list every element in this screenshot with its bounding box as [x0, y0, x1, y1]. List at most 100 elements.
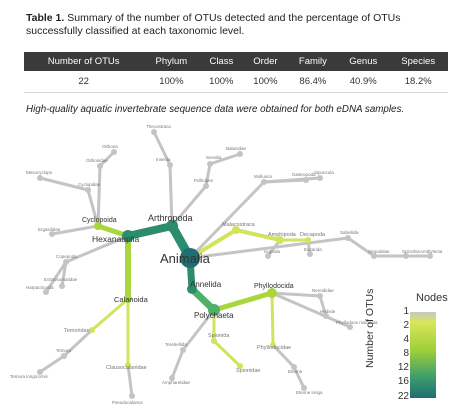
tree-node-spionidae: [237, 363, 243, 369]
legend-tick-label: 1: [403, 306, 409, 317]
tree-edge: [124, 222, 176, 240]
tree-label-spionida: Spionida: [208, 333, 230, 339]
tree-node-serpulidae: [371, 253, 377, 259]
tree-label-hediste: Hediste: [320, 309, 336, 314]
legend-axis-title: Number of OTUs: [364, 288, 376, 368]
tree-node-polychaeta: [208, 304, 220, 316]
tree-node-spirorbis: [403, 253, 409, 259]
tree-edge: [60, 260, 68, 288]
tree-node-copepoda: [63, 259, 69, 265]
tree-edge: [188, 180, 266, 260]
tree-label-temoralongicornis: Temora longicornis: [10, 374, 49, 379]
header-cell: Genus: [349, 56, 378, 67]
tree-node-hediste: [323, 313, 329, 319]
tree-label-ectinosomatidae: Ectinosomatidae: [44, 277, 78, 282]
tree-labels: Arthropoda Hexanauplia Cyclopoida Calanoida…: [10, 124, 443, 405]
tree-label-spionidae: Spionidae: [236, 368, 260, 374]
tree-edge: [188, 236, 350, 260]
tree-label-malacostraca: Malacostraca: [222, 222, 256, 228]
tree-label-isopoda: Isopoda: [264, 249, 281, 254]
tree-label-amblytecta: Amblytecta: [420, 249, 443, 254]
tree-edge: [271, 343, 296, 369]
tree-label-thecostraca: Thecostraca: [146, 124, 171, 129]
table-cell: 18.2%: [388, 71, 448, 93]
tree-node-malacostraca: [232, 226, 240, 234]
tree-edge: [50, 224, 100, 236]
table-caption: Table 1. Summary of the number of OTUs d…: [26, 12, 456, 38]
tree-node-ectinosomatidae: [59, 283, 65, 289]
table-cell: 86.4%: [287, 71, 339, 93]
tree-node-insecta: [167, 162, 173, 168]
tree-label-eteonelonga: Eteone longa: [296, 390, 323, 395]
tree-node-temoralongicornis: [37, 369, 43, 375]
header-cell: Species: [401, 56, 436, 67]
tree-edge: [262, 176, 322, 184]
tree-label-ampharetidae: Ampharetidae: [162, 380, 191, 385]
tree-edge: [96, 164, 102, 228]
caption-label: Table 1.: [26, 12, 65, 24]
tree-node-hexanauplia: [122, 230, 134, 242]
header-cell: Order: [253, 56, 278, 67]
tree-edge: [346, 236, 376, 258]
tree-node-temora: [61, 353, 67, 359]
tree-root-label: Animalia: [160, 251, 211, 266]
tree-node-thecostraca: [151, 129, 157, 135]
tree-node-eteone: [291, 364, 297, 370]
tree-label-sipuncula: Sipuncula: [314, 170, 334, 175]
tree-node-ergasilidae: [49, 231, 55, 237]
legend-tick-label: 4: [403, 334, 409, 345]
tree-edge: [44, 260, 68, 294]
tree-edge: [212, 339, 242, 368]
tree-label-ergasilidae: Ergasilidae: [38, 227, 61, 232]
tree-nodes: [37, 129, 433, 399]
tree-label-calanoida: Calanoida: [114, 295, 149, 304]
tree-label-oithona: Oithona: [102, 144, 118, 149]
tree-label-eucarida: Eucarida: [304, 247, 322, 252]
legend-tick-label: 8: [403, 348, 409, 359]
tree-label-phyllodocidae: Phyllodocidae: [257, 345, 291, 351]
tree-edge: [181, 308, 216, 352]
tree-label-terebellida: Terebellida: [165, 342, 187, 347]
tree-node-eteonelonga: [301, 385, 307, 391]
tree-label-oithonidae: Oithonidae: [86, 158, 108, 163]
legend-title: Nodes: [416, 292, 448, 304]
tree-node-isopoda: [265, 253, 271, 259]
tree-edge: [152, 130, 172, 167]
table-cell: 40.9%: [338, 71, 389, 93]
tree-label-phyllodoce: Phyllodoce maculata: [336, 320, 378, 325]
tree-label-cyclopidae: Cyclopidae: [78, 182, 101, 187]
table-row: 22 100% 100% 100% 86.4% 40.9% 18.2%: [24, 71, 448, 93]
tree-edge: [270, 291, 275, 347]
tree-edge: [292, 365, 306, 390]
tree-node-gastropoda: [303, 177, 309, 183]
tree-edge: [64, 234, 130, 264]
legend-color-bar: [410, 312, 436, 398]
tree-label-phyllodocida: Phyllodocida: [254, 283, 294, 290]
tree-label-sessilia: Sessilia: [206, 155, 222, 160]
tree-label-harpacticoida: Harpacticoida: [26, 285, 54, 290]
tree-node-mollusca: [261, 179, 267, 185]
tree-node-balanidae: [237, 151, 243, 157]
tree-label-temora: Temora: [56, 348, 72, 353]
tree-node-amphipoda: [276, 236, 284, 244]
tree-label-insecta: Insecta: [156, 157, 171, 162]
caption-text: Summary of the number of OTUs detected a…: [26, 12, 401, 37]
tree-node-sabellida: [345, 235, 351, 241]
tree-node-mesocyclops: [37, 175, 43, 181]
tree-label-decapoda: Decapoda: [300, 232, 326, 238]
table-cell: 100%: [243, 71, 288, 93]
tree-label-pollicipes: Pollicipes: [194, 178, 214, 183]
legend-tick-label: 16: [397, 376, 409, 387]
tree-label-temoridae: Temoridae: [64, 328, 90, 334]
tree-node-oithonidae: [97, 163, 103, 169]
tree-label-balanidae: Balanidae: [226, 146, 247, 151]
tree-label-polychaeta: Polychaeta: [194, 311, 234, 320]
header-cell: Number of OTUs: [47, 56, 120, 67]
tree-edge: [86, 188, 100, 228]
summary-note: High-quality aquatic invertebrate sequen…: [26, 104, 405, 115]
tree-label-copepoda: Copepoda: [56, 254, 77, 259]
tree-edge: [234, 228, 282, 242]
tree-edge: [62, 328, 94, 358]
otu-summary-table: Number of OTUs Phylum Class Order Family…: [24, 52, 448, 93]
